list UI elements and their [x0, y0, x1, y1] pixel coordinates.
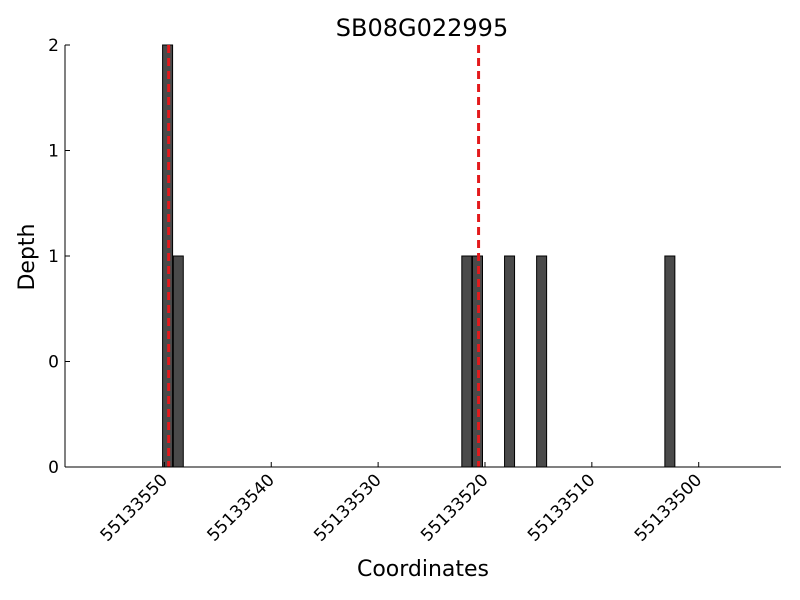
x-tick-label: 55133540 [203, 470, 278, 545]
x-tick-label: 55133500 [631, 470, 706, 545]
y-tick-label: 0 [48, 458, 59, 478]
x-tick-label: 55133550 [97, 470, 172, 545]
y-axis-label: Depth [15, 223, 40, 290]
bar [172, 255, 184, 468]
y-tick-label: 0 [48, 353, 59, 373]
bar [504, 255, 516, 468]
y-tick-label: 1 [48, 142, 59, 162]
y-tick-label: 2 [48, 36, 59, 56]
bar [461, 255, 473, 468]
x-axis-label: Coordinates [357, 557, 489, 582]
x-tick-label: 55133520 [417, 470, 492, 545]
x-tick-label: 55133530 [310, 470, 385, 545]
bar [664, 255, 676, 468]
x-tick-label: 55133510 [524, 470, 599, 545]
y-tick-label: 1 [48, 247, 59, 267]
chart-title: SB08G022995 [336, 14, 508, 42]
bar [536, 255, 548, 468]
